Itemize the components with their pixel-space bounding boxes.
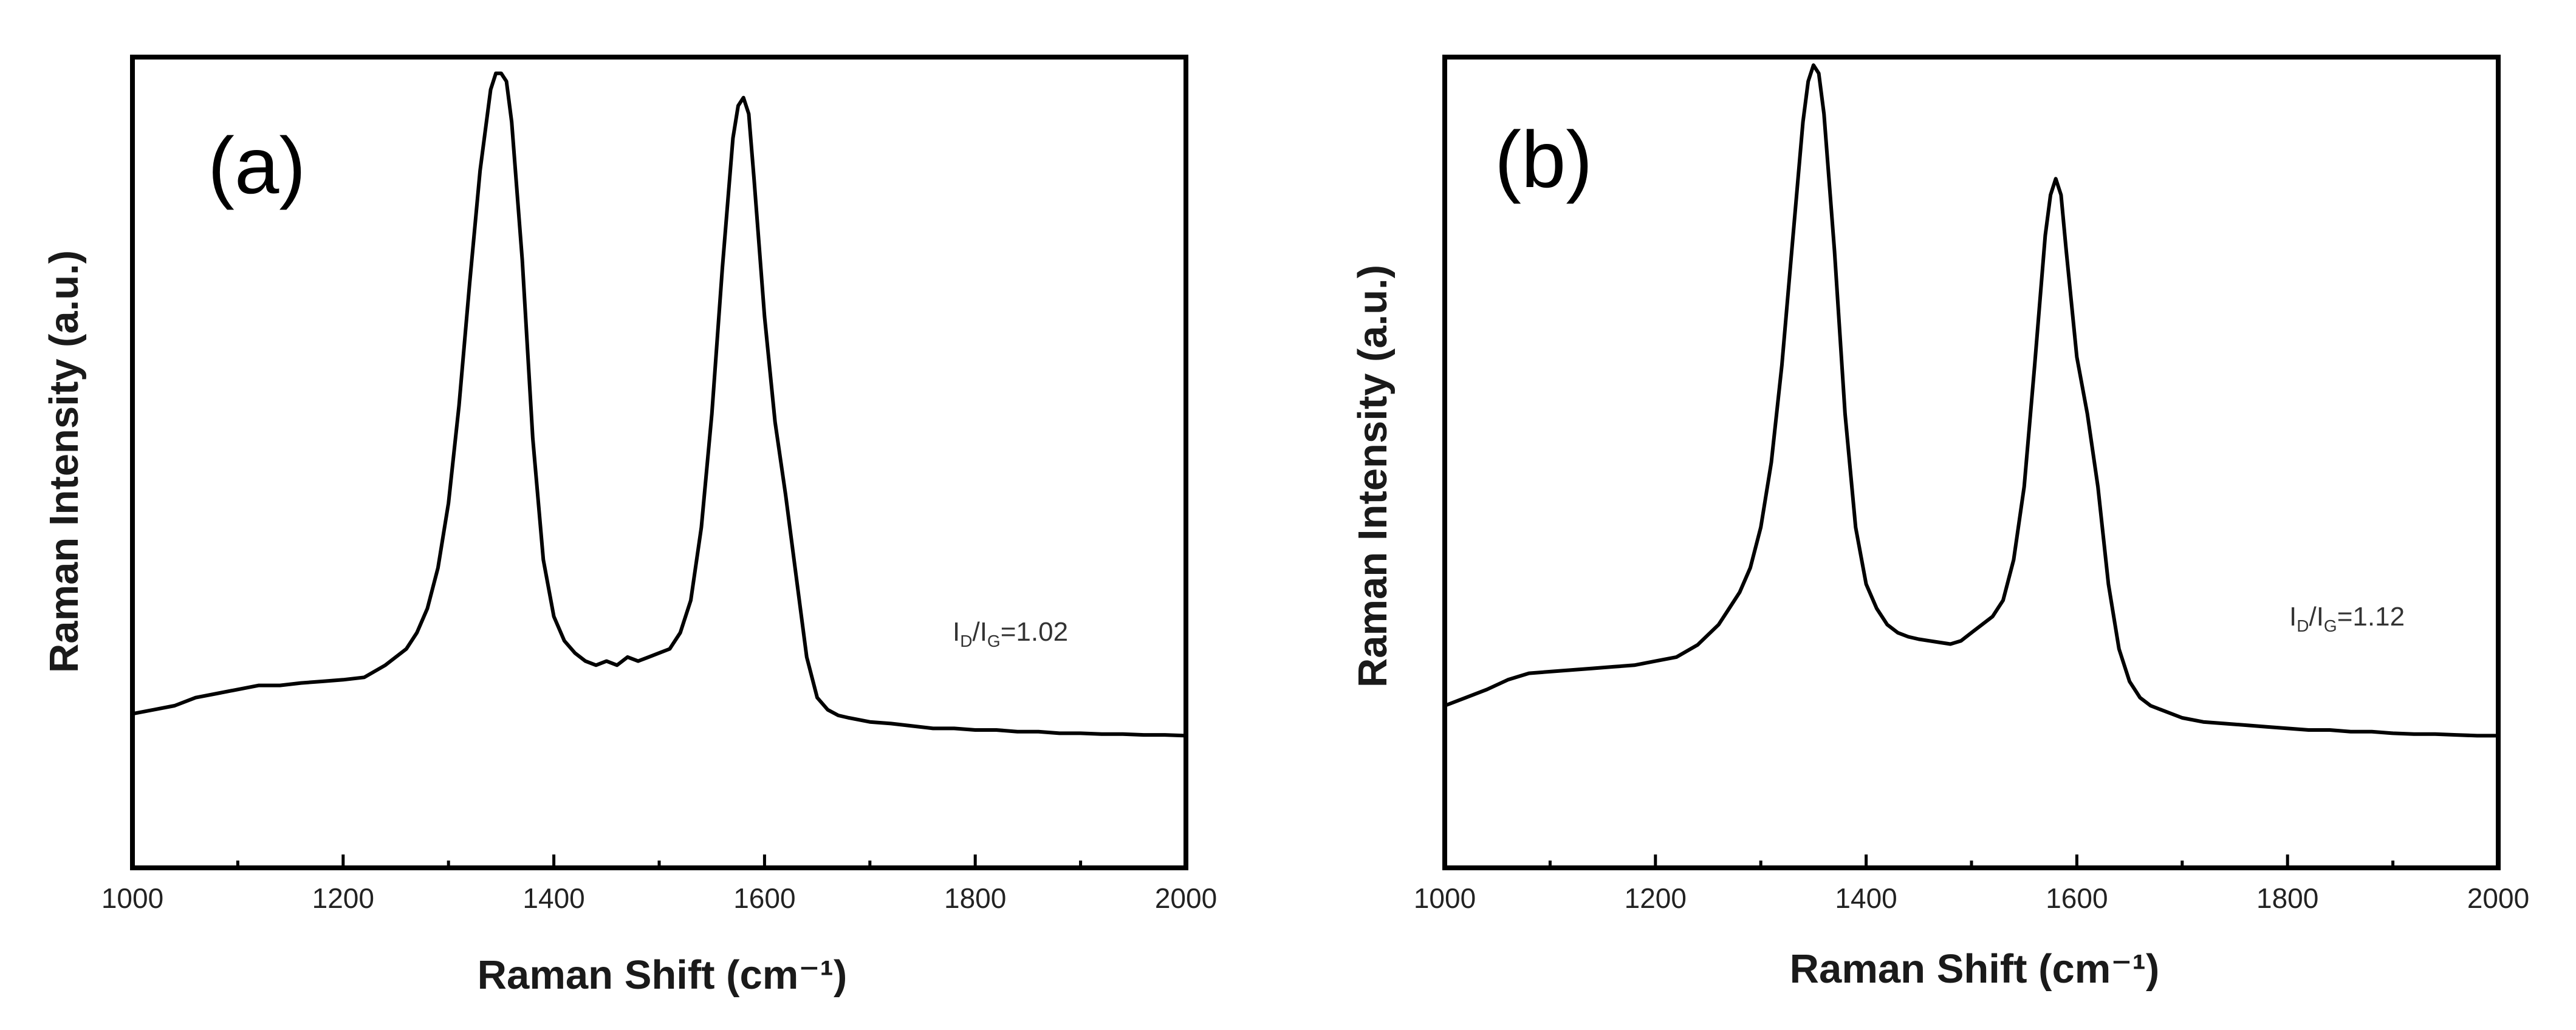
- panel-a-series: [131, 71, 1188, 738]
- panel-a-id-ig-annotation: ID/IG=1.02: [953, 617, 1068, 650]
- panel-a-label: (a): [208, 121, 306, 210]
- panel-a-x-tick-label: 2000: [1155, 882, 1217, 914]
- panel-b: 1000 1200 1400 1600 1800 2000 (b) ID/IG=1.12 …: [1350, 55, 2529, 992]
- panel-a-x-tick-label: 1000: [101, 882, 163, 914]
- panel-a-x-tick-label: 1200: [312, 882, 374, 914]
- panel-b-label: (b): [1495, 115, 1592, 204]
- panel-b-x-tick-label: 1200: [1625, 882, 1687, 914]
- panel-b-y-axis-title: Raman Intensity (a.u.): [1350, 265, 1396, 687]
- panel-a-y-axis-title: Raman Intensity (a.u.): [41, 250, 87, 673]
- panel-b-x-axis-title: Raman Shift (cm⁻¹): [1790, 946, 2160, 992]
- panel-a-x-tick-label: 1400: [522, 882, 584, 914]
- panel-b-id-ig-annotation: ID/IG=1.12: [2289, 602, 2405, 635]
- panel-b-x-tick-label: 1600: [2046, 882, 2108, 914]
- panel-b-x-tick-label: 1400: [1835, 882, 1897, 914]
- panel-a-x-tick-label: 1600: [733, 882, 795, 914]
- panel-b-frame: [1442, 55, 2501, 870]
- panel-b-series-line-0: [1443, 63, 2500, 738]
- panel-a-x-tick-label: 1800: [944, 882, 1006, 914]
- panel-a-x-axis-title: Raman Shift (cm⁻¹): [478, 952, 848, 998]
- panel-a: 1000 1200 1400 1600 1800 2000 (a) ID/IG=1.02 …: [41, 55, 1217, 998]
- panel-a-frame: [130, 55, 1188, 870]
- panel-b-x-tick-label: 1800: [2256, 882, 2318, 914]
- panel-a-ticks: 1000 1200 1400 1600 1800 2000: [101, 854, 1217, 914]
- panel-b-series: [1443, 63, 2500, 738]
- panel-b-ticks: 1000 1200 1400 1600 1800 2000: [1414, 854, 2529, 914]
- panel-b-x-tick-label: 2000: [2467, 882, 2529, 914]
- panel-b-x-tick-label: 1000: [1414, 882, 1476, 914]
- panel-a-series-line-0: [131, 71, 1188, 738]
